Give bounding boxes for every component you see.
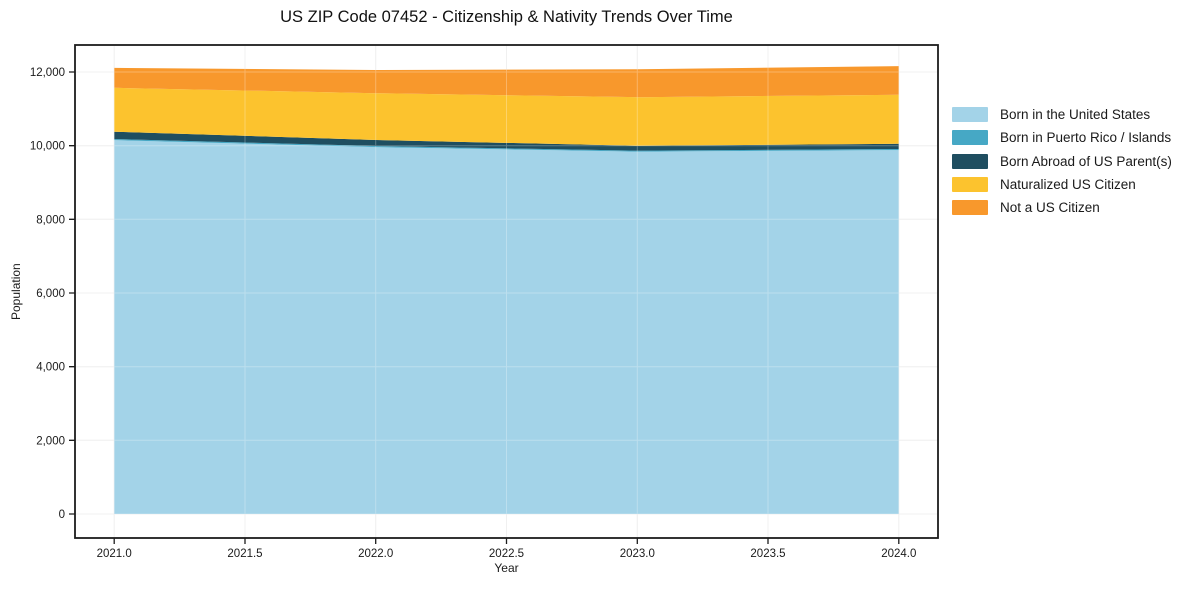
legend-swatch-icon (952, 107, 988, 123)
y-tick-label: 6,000 (36, 288, 65, 300)
y-tick-label: 12,000 (30, 67, 65, 79)
tick-marks (69, 71, 900, 544)
legend: Born in the United States Born in Puerto … (952, 103, 1172, 219)
x-tick-label: 2024.0 (881, 548, 916, 560)
x-tick-label: 2021.0 (97, 548, 132, 560)
legend-label: Born in the United States (1000, 107, 1151, 123)
legend-swatch-icon (952, 130, 988, 146)
area-series-3 (114, 87, 899, 146)
y-tick-label: 8,000 (36, 214, 65, 226)
area-series-1 (114, 139, 899, 152)
legend-label: Born in Puerto Rico / Islands (1000, 130, 1172, 146)
legend-swatch-icon (952, 200, 988, 216)
x-axis-label: Year (494, 561, 519, 575)
legend-item: Not a US Citizen (952, 196, 1172, 219)
y-tick-label: 4,000 (36, 362, 65, 374)
area-series-0 (114, 140, 899, 514)
legend-label: Not a US Citizen (1000, 200, 1100, 216)
gridlines-overlay (75, 45, 938, 538)
y-axis-label: Population (9, 263, 23, 320)
legend-label: Born Abroad of US Parent(s) (1000, 153, 1172, 169)
x-tick-label: 2023.0 (620, 548, 655, 560)
legend-label: Naturalized US Citizen (1000, 177, 1136, 193)
chart-title: US ZIP Code 07452 - Citizenship & Nativi… (280, 8, 733, 26)
x-tick-label: 2022.0 (358, 548, 393, 560)
y-tick-label: 0 (59, 509, 65, 521)
area-series-2 (114, 131, 899, 151)
legend-swatch-icon (952, 177, 988, 193)
x-tick-label: 2023.5 (750, 548, 785, 560)
legend-swatch-icon (952, 153, 988, 169)
legend-item: Born in Puerto Rico / Islands (952, 126, 1172, 149)
y-tick-label: 2,000 (36, 435, 65, 447)
y-tick-label: 10,000 (30, 141, 65, 153)
x-tick-label: 2021.5 (227, 548, 262, 560)
x-tick-label: 2022.5 (489, 548, 524, 560)
legend-item: Naturalized US Citizen (952, 173, 1172, 196)
legend-item: Born in the United States (952, 103, 1172, 126)
legend-item: Born Abroad of US Parent(s) (952, 150, 1172, 173)
plot-border (74, 44, 939, 539)
area-series-4 (114, 66, 899, 98)
